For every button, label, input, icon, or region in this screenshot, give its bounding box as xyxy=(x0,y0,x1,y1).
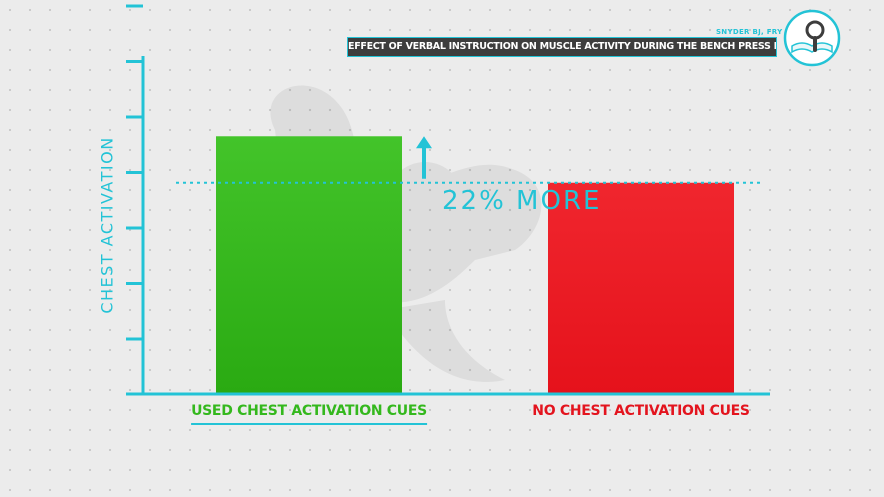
x-label-no-cues: NO CHEST ACTIVATION CUES xyxy=(532,403,750,419)
bar-0 xyxy=(216,136,402,394)
source-title: EFFECT OF VERBAL INSTRUCTION ON MUSCLE A… xyxy=(347,37,777,57)
y-axis-label: CHEST ACTIVATION xyxy=(97,136,117,314)
x-label-used-cues: USED CHEST ACTIVATION CUES xyxy=(191,403,427,425)
bar-1 xyxy=(548,182,734,394)
difference-annotation: 22% MORE xyxy=(442,186,602,216)
book-magnifier-icon xyxy=(783,9,841,67)
source-author: SNYDER BJ, FRY WR. xyxy=(715,28,802,36)
arrow-head xyxy=(416,136,432,149)
